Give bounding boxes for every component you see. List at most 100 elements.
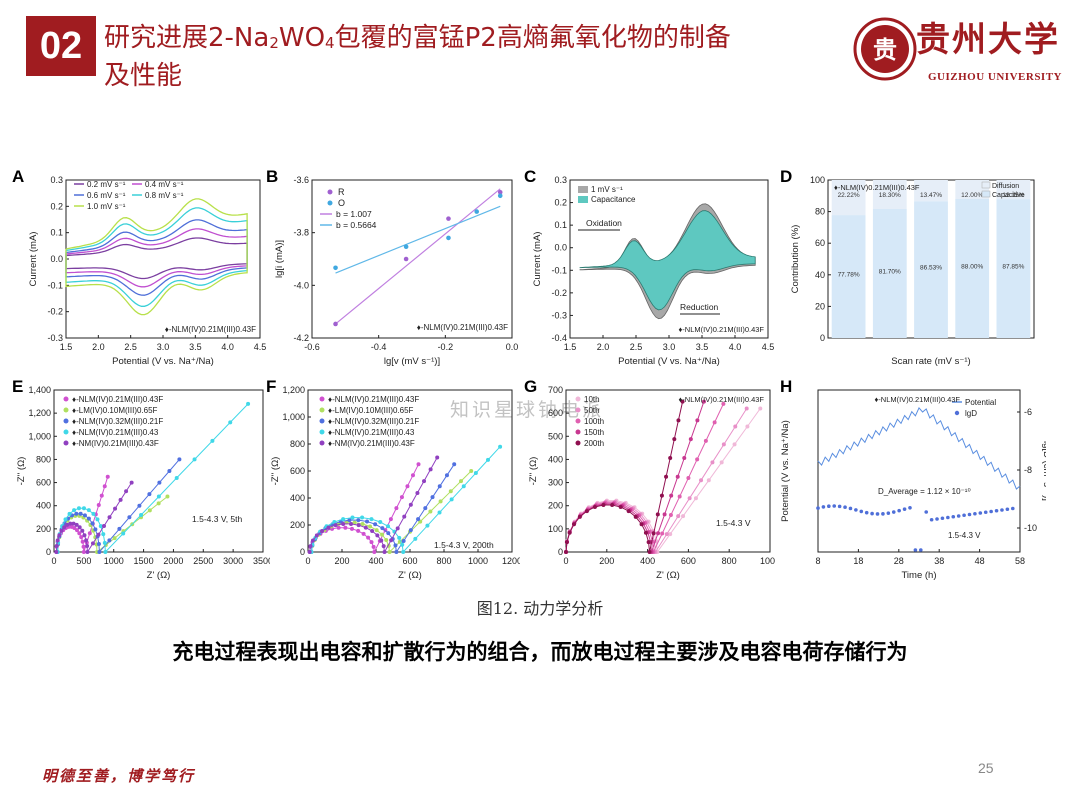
x-tick-label: 4.0: [221, 342, 234, 352]
data-point: [307, 550, 312, 554]
data-point: [474, 209, 480, 214]
data-point: [461, 484, 466, 489]
y-tick-label: 0.2: [50, 201, 63, 211]
panel-letter: E: [12, 377, 23, 396]
x-tick-label: 1000: [468, 556, 488, 566]
x-tick-label: 1.5: [60, 342, 73, 352]
data-point: [129, 480, 134, 485]
x-tick-label: 0: [305, 556, 310, 566]
data-point: [93, 527, 98, 532]
legend-label: ♦-NLM(IV)0.32M(III)0.21F: [328, 417, 419, 426]
panel-annotation: ♦-NLM(IV)0.21M(III)0.43F: [417, 323, 508, 332]
data-point: [497, 193, 503, 199]
x-tick-label: 2000: [163, 556, 183, 566]
data-point: [618, 505, 623, 510]
data-point: [703, 438, 708, 443]
y-tick-label: -0.2: [551, 288, 567, 298]
nyquist-line: [310, 464, 455, 554]
data-point: [449, 497, 454, 502]
data-point: [373, 522, 378, 527]
y-tick-label: 1,400: [28, 385, 51, 395]
y-tick-label: 200: [36, 524, 51, 534]
data-point: [99, 493, 104, 498]
legend-marker: [63, 418, 69, 424]
y-tick-label: 60: [815, 238, 825, 248]
data-point: [102, 484, 107, 489]
y-tick-label: -4.2: [293, 333, 309, 343]
data-point: [77, 525, 82, 530]
data-point: [732, 442, 737, 447]
x-tick-label: 600: [681, 556, 696, 566]
data-point: [428, 467, 433, 472]
x-axis-label: Z' (Ω): [398, 570, 422, 581]
data-point: [378, 520, 383, 525]
data-point: [54, 550, 59, 554]
y-tick-label: 500: [548, 431, 563, 441]
legend-marker: [954, 410, 960, 416]
plot-frame: [565, 389, 771, 553]
data-point: [675, 474, 680, 479]
x-tick-label: -0.4: [371, 342, 387, 352]
data-point: [676, 514, 681, 519]
x-tick-label: 28: [894, 556, 904, 566]
y-tick-label: 400: [36, 501, 51, 511]
x-tick-label: 18: [853, 556, 863, 566]
x-tick-label: 0: [51, 556, 56, 566]
data-point: [438, 499, 443, 504]
data-point: [967, 512, 972, 517]
legend-swatch: [981, 181, 991, 189]
data-point: [425, 523, 430, 528]
data-point: [682, 455, 687, 460]
legend-label: 150th: [584, 428, 604, 437]
data-point: [59, 528, 64, 533]
data-point: [57, 533, 62, 538]
legend-label: 1.0 mV s⁻¹: [87, 202, 126, 211]
y-tick-label: -0.1: [47, 280, 63, 290]
data-point: [626, 509, 631, 514]
diffusion-value-label: 13.47%: [920, 192, 942, 199]
panel-annotation: ♦-NLM(IV)0.21M(III)0.43F: [165, 325, 256, 334]
figure-caption: 图12. 动力学分析: [476, 599, 604, 618]
data-point: [437, 484, 442, 489]
data-point: [402, 514, 407, 519]
data-point: [96, 542, 101, 547]
data-point: [326, 525, 331, 530]
data-point: [719, 460, 724, 465]
x-tick-label: 3.0: [157, 342, 170, 352]
data-point: [437, 510, 442, 515]
data-point: [710, 460, 715, 465]
data-point: [886, 511, 891, 515]
bar-diffusion: [955, 180, 990, 199]
bar-diffusion: [996, 180, 1031, 200]
data-point: [686, 475, 691, 480]
data-point: [687, 496, 692, 501]
data-point: [393, 543, 398, 548]
data-point: [349, 526, 354, 531]
data-point: [389, 538, 394, 543]
data-point: [156, 494, 161, 499]
y-tick-label: 600: [548, 408, 563, 418]
data-point: [647, 550, 652, 554]
data-point: [341, 517, 346, 522]
panel-e: 05001000150020002500300035001,4001,2001,…: [8, 372, 270, 590]
x-tick-label: 500: [76, 556, 91, 566]
legend-label: 200th: [584, 439, 604, 448]
university-name-en: GUIZHOU UNIVERSITY: [928, 71, 1062, 83]
data-point: [485, 457, 490, 462]
data-point: [394, 506, 399, 511]
data-point: [375, 533, 380, 538]
data-point: [384, 538, 389, 543]
data-point: [91, 511, 96, 516]
legend-marker: [575, 396, 581, 402]
data-point: [902, 507, 907, 511]
data-point: [848, 506, 853, 511]
cv-curve-series: [65, 219, 248, 296]
legend-marker: [63, 429, 69, 435]
legend-label: ♦-NM(IV)0.21M(III)0.43F: [328, 439, 415, 448]
capacitive-value-label: 81.70%: [879, 268, 901, 275]
x-axis-label: Potential (V vs. Na⁺/Na): [112, 356, 214, 367]
panel-a: 1.5 2.0 2.5 3.0 3.5 4.0 4.5 0.3 0.2 0.1 0.0 -0.1 -0.…: [8, 158, 270, 373]
data-point: [935, 517, 939, 521]
data-point: [107, 515, 112, 520]
data-point: [80, 528, 85, 533]
